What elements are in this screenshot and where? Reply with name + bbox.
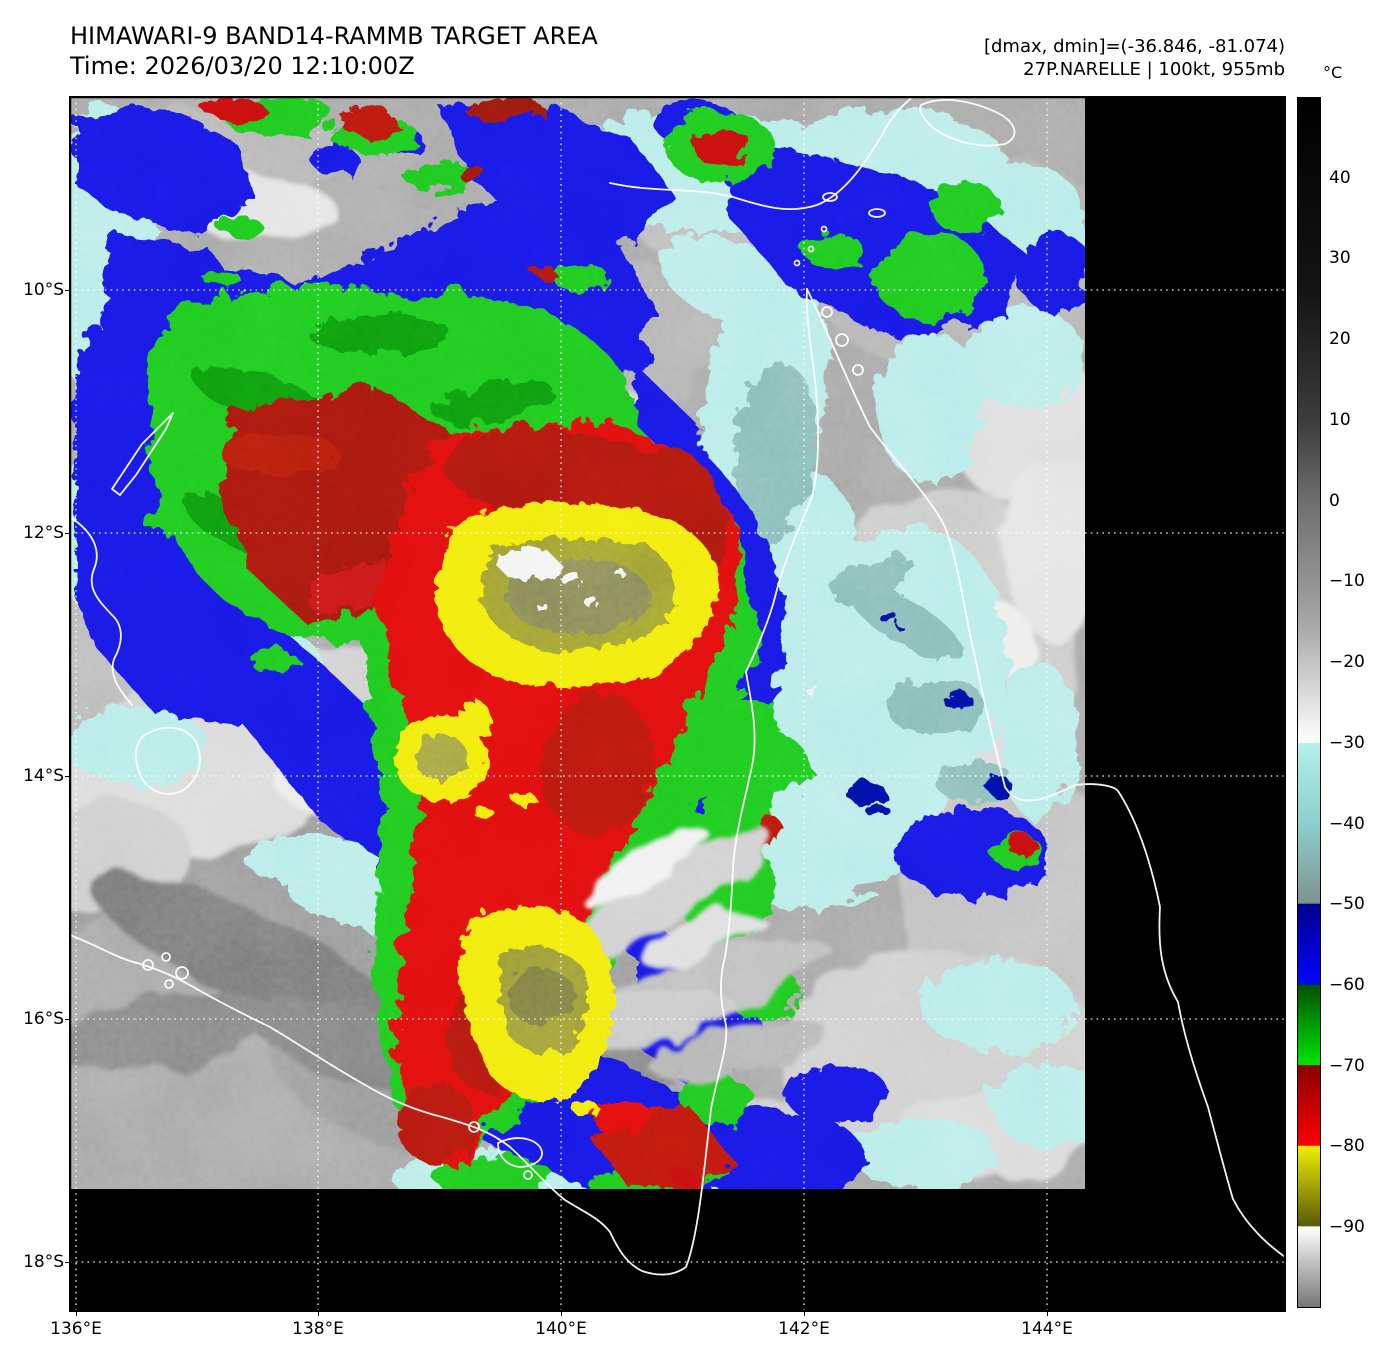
axis-tick — [65, 776, 70, 777]
colorbar-tick-label: −20 — [1329, 652, 1365, 672]
colorbar-tick-label: 20 — [1329, 329, 1351, 349]
no-data-region-east — [1085, 97, 1285, 1311]
axis-tick — [65, 1019, 70, 1020]
colorbar-tick-label: 30 — [1329, 248, 1351, 268]
colorbar-tick-label: −10 — [1329, 571, 1365, 591]
lat-label: 14°S — [23, 766, 64, 786]
colorbar-tick-label: 10 — [1329, 410, 1351, 430]
no-data-region-south — [70, 1189, 1285, 1311]
coastlines — [69, 96, 1286, 1276]
axis-tick — [65, 1262, 70, 1263]
texture-fine — [70, 97, 1085, 1189]
lon-label: 140°E — [535, 1319, 587, 1339]
axis-tick — [65, 290, 70, 291]
map-frame — [69, 96, 1286, 1312]
axis-tick — [76, 1311, 77, 1316]
lat-label: 16°S — [23, 1009, 64, 1029]
colorbar-tick-label: −40 — [1329, 814, 1365, 834]
colorbar-tick-label: −60 — [1329, 975, 1365, 995]
lat-label: 10°S — [23, 280, 64, 300]
colorbar-tick-label: −80 — [1329, 1136, 1365, 1156]
colorbar-tick-label: −90 — [1329, 1217, 1365, 1237]
map-panel: Copyright © 2020-2026 Dapiya — [69, 96, 1286, 1312]
axis-tick — [65, 533, 70, 534]
lon-label: 144°E — [1021, 1319, 1073, 1339]
axis-tick — [804, 1311, 805, 1316]
temperature-colorbar — [1297, 97, 1321, 1308]
axis-tick — [561, 1311, 562, 1316]
lon-label: 142°E — [778, 1319, 830, 1339]
lon-label: 136°E — [50, 1319, 102, 1339]
storm-info-annotation: 27P.NARELLE | 100kt, 955mb — [1023, 59, 1285, 80]
lat-label: 12°S — [23, 523, 64, 543]
axis-tick — [1047, 1311, 1048, 1316]
page-title: HIMAWARI-9 BAND14-RAMMB TARGET AREA — [70, 22, 598, 50]
colorbar-tick-label: 0 — [1329, 491, 1340, 511]
colorbar-unit-label: °C — [1323, 63, 1343, 82]
ir-imagery — [70, 97, 1085, 1189]
colorbar-tick-label: −50 — [1329, 894, 1365, 914]
timestamp: Time: 2026/03/20 12:10:00Z — [70, 52, 415, 80]
lon-label: 138°E — [292, 1319, 344, 1339]
lat-label: 18°S — [23, 1252, 64, 1272]
axis-tick — [318, 1311, 319, 1316]
dmax-dmin-annotation: [dmax, dmin]=(-36.846, -81.074) — [983, 36, 1285, 57]
colorbar-tick-label: −30 — [1329, 733, 1365, 753]
colorbar-tick-label: −70 — [1329, 1056, 1365, 1076]
satellite-image — [69, 96, 1286, 1312]
colorbar-tick-label: 40 — [1329, 168, 1351, 188]
